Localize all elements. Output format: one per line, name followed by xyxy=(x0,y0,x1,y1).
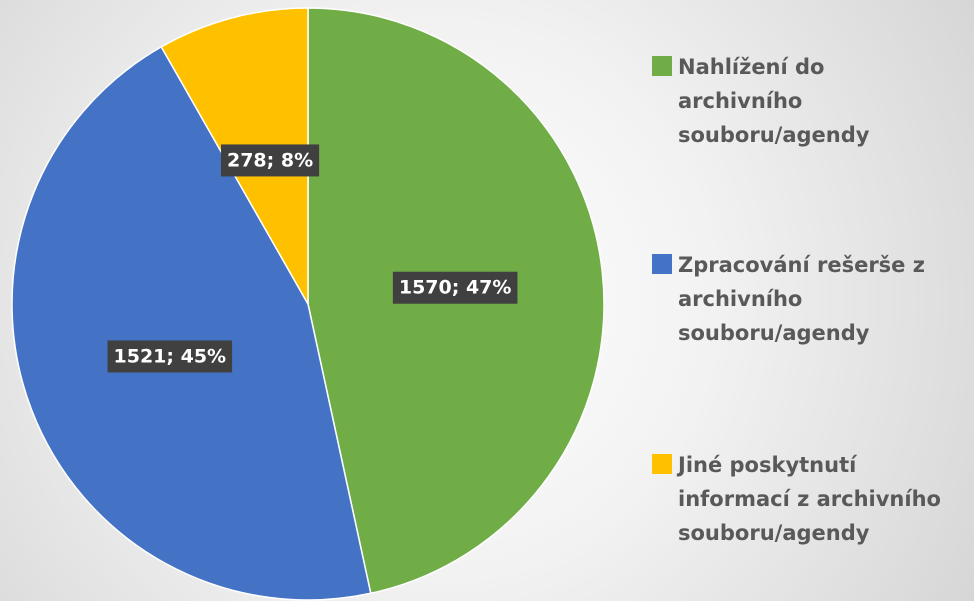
legend-item: Nahlížení do archivního souboru/agendy xyxy=(652,50,972,152)
data-label-text: 278; 8% xyxy=(227,149,313,171)
data-label: 278; 8% xyxy=(220,144,320,177)
legend-swatch xyxy=(652,254,672,274)
data-label-box xyxy=(392,271,518,304)
data-label-text: 1570; 47% xyxy=(399,277,512,299)
legend-swatch xyxy=(652,56,672,76)
data-label-box xyxy=(107,340,233,373)
legend-item: Zpracování rešerše z archivního souboru/… xyxy=(652,248,972,350)
chart: 1570; 47% 1521; 45% 278; 8% xyxy=(11,7,605,601)
legend-label: Zpracování rešerše z archivního souboru/… xyxy=(678,253,925,345)
data-label: 1521; 45% xyxy=(107,340,233,373)
legend-label: Nahlížení do archivního souboru/agendy xyxy=(678,55,870,147)
data-label-box xyxy=(220,144,320,177)
data-label-text: 1521; 45% xyxy=(114,345,227,367)
legend-item: Jiné poskytnutí informací z archivního s… xyxy=(652,448,972,550)
legend-swatch xyxy=(652,454,672,474)
pie-slice xyxy=(11,45,372,601)
legend-label: Jiné poskytnutí informací z archivního s… xyxy=(678,453,941,545)
data-label: 1570; 47% xyxy=(392,271,518,304)
